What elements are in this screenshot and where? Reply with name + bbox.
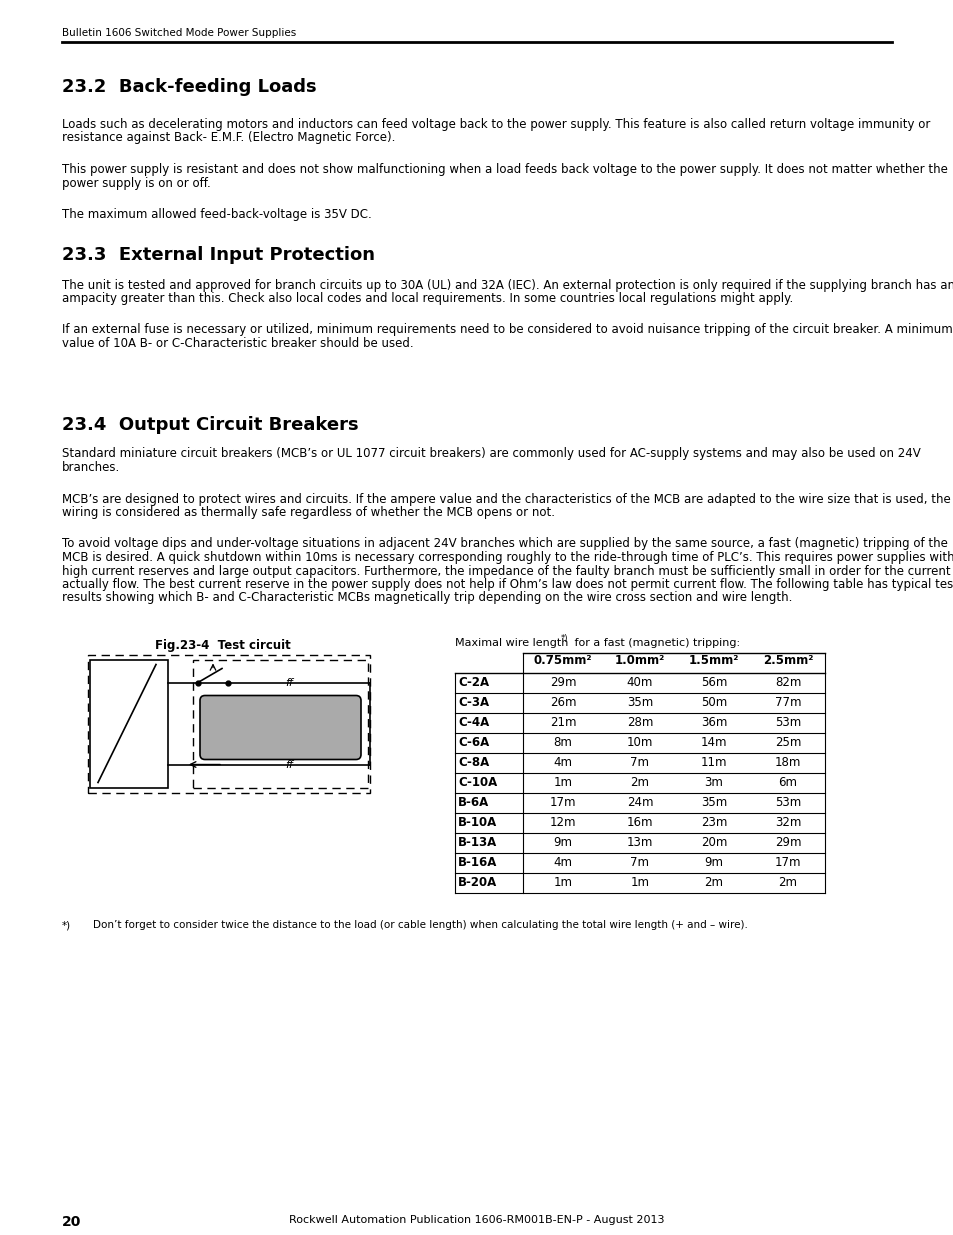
Text: 1.5mm²: 1.5mm² bbox=[688, 655, 739, 667]
Text: C-8A: C-8A bbox=[457, 756, 489, 768]
FancyBboxPatch shape bbox=[200, 695, 360, 760]
Text: 20m: 20m bbox=[700, 836, 726, 848]
Text: 2m: 2m bbox=[630, 776, 649, 788]
Text: for a fast (magnetic) tripping:: for a fast (magnetic) tripping: bbox=[571, 638, 740, 648]
Text: 3m: 3m bbox=[704, 776, 722, 788]
Text: ff: ff bbox=[285, 760, 293, 769]
Text: 53m: 53m bbox=[774, 715, 801, 729]
Text: This power supply is resistant and does not show malfunctioning when a load feed: This power supply is resistant and does … bbox=[62, 163, 947, 177]
Text: power supply is on or off.: power supply is on or off. bbox=[62, 177, 211, 189]
Text: 28m: 28m bbox=[626, 715, 653, 729]
Text: 23.2  Back-feeding Loads: 23.2 Back-feeding Loads bbox=[62, 78, 316, 96]
Text: B-10A: B-10A bbox=[457, 815, 497, 829]
Text: ff: ff bbox=[285, 678, 293, 688]
Text: 13m: 13m bbox=[626, 836, 653, 848]
Text: Loads such as decelerating motors and inductors can feed voltage back to the pow: Loads such as decelerating motors and in… bbox=[62, 119, 929, 131]
Text: wiring is considered as thermally safe regardless of whether the MCB opens or no: wiring is considered as thermally safe r… bbox=[62, 506, 555, 519]
Text: 7m: 7m bbox=[630, 856, 649, 868]
Text: 82m: 82m bbox=[774, 676, 801, 688]
Text: 23m: 23m bbox=[700, 815, 726, 829]
Bar bbox=[90, 659, 168, 788]
Text: B-20A: B-20A bbox=[457, 876, 497, 888]
Text: 23.3  External Input Protection: 23.3 External Input Protection bbox=[62, 247, 375, 264]
Text: 53m: 53m bbox=[774, 795, 801, 809]
Text: 17m: 17m bbox=[774, 856, 801, 868]
Text: 23.4  Output Circuit Breakers: 23.4 Output Circuit Breakers bbox=[62, 415, 358, 433]
Text: Bulletin 1606 Switched Mode Power Supplies: Bulletin 1606 Switched Mode Power Suppli… bbox=[62, 28, 296, 38]
Text: B-13A: B-13A bbox=[457, 836, 497, 848]
Text: resistance against Back- E.M.F. (Electro Magnetic Force).: resistance against Back- E.M.F. (Electro… bbox=[62, 131, 395, 144]
Text: 2m: 2m bbox=[778, 876, 797, 888]
Text: 14m: 14m bbox=[700, 736, 726, 748]
Text: Standard miniature circuit breakers (MCB’s or UL 1077 circuit breakers) are comm: Standard miniature circuit breakers (MCB… bbox=[62, 447, 920, 461]
Text: Maximal wire length: Maximal wire length bbox=[455, 638, 568, 648]
Text: MCB’s are designed to protect wires and circuits. If the ampere value and the ch: MCB’s are designed to protect wires and … bbox=[62, 493, 950, 505]
Text: 24m: 24m bbox=[626, 795, 653, 809]
Text: *): *) bbox=[560, 635, 568, 643]
Text: 16m: 16m bbox=[626, 815, 653, 829]
Text: 18m: 18m bbox=[774, 756, 801, 768]
Text: 29m: 29m bbox=[549, 676, 576, 688]
Text: 56m: 56m bbox=[700, 676, 726, 688]
Text: 21m: 21m bbox=[549, 715, 576, 729]
Text: MCB is desired. A quick shutdown within 10ms is necessary corresponding roughly : MCB is desired. A quick shutdown within … bbox=[62, 551, 953, 564]
Text: 25m: 25m bbox=[774, 736, 801, 748]
Text: 35m: 35m bbox=[700, 795, 726, 809]
Text: 0.75mm²: 0.75mm² bbox=[533, 655, 592, 667]
Text: high current reserves and large output capacitors. Furthermore, the impedance of: high current reserves and large output c… bbox=[62, 564, 953, 578]
Text: branches.: branches. bbox=[62, 461, 120, 474]
Text: 10m: 10m bbox=[626, 736, 653, 748]
Text: The unit is tested and approved for branch circuits up to 30A (UL) and 32A (IEC): The unit is tested and approved for bran… bbox=[62, 279, 953, 291]
Text: C-10A: C-10A bbox=[457, 776, 497, 788]
Text: 40m: 40m bbox=[626, 676, 653, 688]
Text: To avoid voltage dips and under-voltage situations in adjacent 24V branches whic: To avoid voltage dips and under-voltage … bbox=[62, 537, 947, 551]
Text: 9m: 9m bbox=[703, 856, 722, 868]
Text: 4m: 4m bbox=[553, 856, 572, 868]
Text: 6m: 6m bbox=[778, 776, 797, 788]
Text: 20: 20 bbox=[62, 1215, 81, 1229]
Text: 1.0mm²: 1.0mm² bbox=[615, 655, 664, 667]
Text: 8m: 8m bbox=[553, 736, 572, 748]
Text: 2m: 2m bbox=[703, 876, 722, 888]
Text: 11m: 11m bbox=[700, 756, 726, 768]
Text: 9m: 9m bbox=[553, 836, 572, 848]
Text: 77m: 77m bbox=[774, 695, 801, 709]
Text: The maximum allowed feed-back-voltage is 35V DC.: The maximum allowed feed-back-voltage is… bbox=[62, 207, 372, 221]
Text: C-6A: C-6A bbox=[457, 736, 489, 748]
Text: *): *) bbox=[62, 920, 71, 930]
Text: 2.5mm²: 2.5mm² bbox=[762, 655, 812, 667]
Text: Fig.23-4  Test circuit: Fig.23-4 Test circuit bbox=[155, 638, 291, 652]
Text: actually flow. The best current reserve in the power supply does not help if Ohm: actually flow. The best current reserve … bbox=[62, 578, 953, 592]
Text: 1m: 1m bbox=[553, 776, 572, 788]
Text: C-3A: C-3A bbox=[457, 695, 489, 709]
Text: C-2A: C-2A bbox=[457, 676, 489, 688]
Text: 7m: 7m bbox=[630, 756, 649, 768]
Text: 32m: 32m bbox=[774, 815, 801, 829]
Text: If an external fuse is necessary or utilized, minimum requirements need to be co: If an external fuse is necessary or util… bbox=[62, 324, 952, 336]
Text: 1m: 1m bbox=[630, 876, 649, 888]
Text: results showing which B- and C-Characteristic MCBs magnetically trip depending o: results showing which B- and C-Character… bbox=[62, 592, 792, 604]
Text: value of 10A B- or C-Characteristic breaker should be used.: value of 10A B- or C-Characteristic brea… bbox=[62, 337, 414, 350]
Text: 4m: 4m bbox=[553, 756, 572, 768]
Text: 50m: 50m bbox=[700, 695, 726, 709]
Text: Don’t forget to consider twice the distance to the load (or cable length) when c: Don’t forget to consider twice the dista… bbox=[80, 920, 747, 930]
Text: 29m: 29m bbox=[774, 836, 801, 848]
Text: 1m: 1m bbox=[553, 876, 572, 888]
Text: 17m: 17m bbox=[549, 795, 576, 809]
Text: 36m: 36m bbox=[700, 715, 726, 729]
Bar bbox=[193, 659, 368, 788]
Text: B-16A: B-16A bbox=[457, 856, 497, 868]
Text: C-4A: C-4A bbox=[457, 715, 489, 729]
Text: ampacity greater than this. Check also local codes and local requirements. In so: ampacity greater than this. Check also l… bbox=[62, 291, 792, 305]
Text: B-6A: B-6A bbox=[457, 795, 489, 809]
Text: 26m: 26m bbox=[549, 695, 576, 709]
Text: 12m: 12m bbox=[549, 815, 576, 829]
Bar bbox=[88, 655, 370, 793]
Text: Rockwell Automation Publication 1606-RM001B-EN-P - August 2013: Rockwell Automation Publication 1606-RM0… bbox=[289, 1215, 664, 1225]
Text: 35m: 35m bbox=[626, 695, 653, 709]
